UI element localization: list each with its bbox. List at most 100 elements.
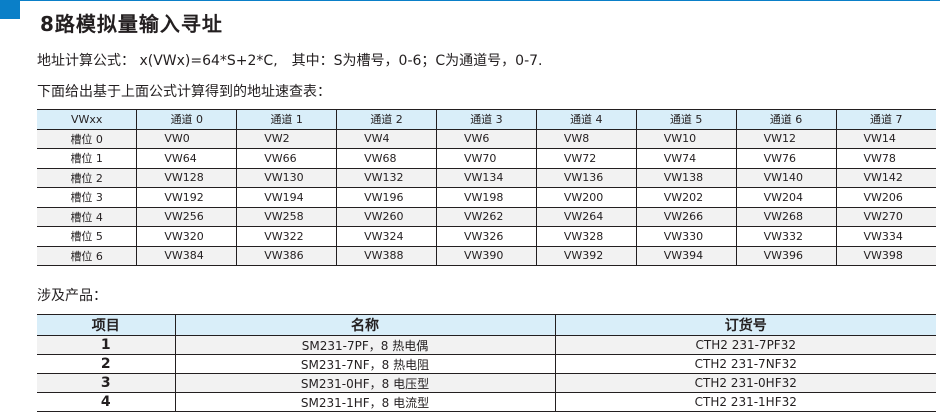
- address-cell: VW10: [635, 128, 737, 149]
- product-name: SM231-1HF，8 电流型: [174, 392, 555, 412]
- page-title: 8路模拟量输入寻址: [40, 12, 223, 36]
- formula-text: 地址计算公式： x(VWx)=64*S+2*C, 其中：S为槽号，0-6；C为通…: [37, 53, 543, 69]
- address-cell: VW256: [136, 206, 238, 227]
- item-number: 4: [37, 392, 175, 412]
- address-cell: VW78: [835, 148, 936, 169]
- product-table: 项目 名称 订货号 1 SM231-7PF，8 热电偶 CTH2 231-7PF32 2 S…: [37, 314, 936, 412]
- order-number: CTH2 231-7PF32: [554, 335, 936, 355]
- address-cell: VW72: [535, 148, 637, 169]
- address-cell: VW204: [735, 187, 837, 208]
- address-cell: VW136: [535, 167, 637, 188]
- address-cell: VW14: [835, 128, 936, 149]
- column-header: 通道 0: [136, 109, 238, 130]
- item-number: 2: [37, 354, 175, 374]
- address-cell: VW270: [835, 206, 936, 227]
- table-row: 槽位 4 VW256 VW258 VW260 VW262 VW264 VW266 VW268 V…: [37, 206, 936, 227]
- slot-label: 槽位 0: [37, 128, 138, 149]
- address-table: VWxx 通道 0 通道 1 通道 2 通道 3 通道 4 通道 5 通道 6 通道 7 槽位 …: [37, 109, 936, 266]
- address-cell: VW132: [336, 167, 437, 188]
- column-header: 订货号: [554, 314, 936, 336]
- item-number: 1: [37, 335, 175, 355]
- address-cell: VW264: [535, 206, 637, 227]
- address-cell: VW206: [835, 187, 936, 208]
- item-number: 3: [37, 373, 175, 393]
- address-cell: VW200: [535, 187, 637, 208]
- product-name: SM231-7NF，8 热电阻: [174, 354, 555, 374]
- address-cell: VW74: [635, 148, 737, 169]
- address-cell: VW6: [436, 128, 537, 149]
- order-number: CTH2 231-0HF32: [554, 373, 936, 393]
- product-name: SM231-0HF，8 电压型: [174, 373, 555, 393]
- address-cell: VW196: [336, 187, 437, 208]
- intro-text: 下面给出基于上面公式计算得到的地址速查表：: [37, 84, 331, 100]
- column-header: 项目: [37, 314, 175, 336]
- address-cell: VW324: [336, 226, 437, 247]
- address-cell: VW330: [635, 226, 737, 247]
- column-header: 通道 6: [735, 109, 837, 130]
- address-cell: VW12: [735, 128, 837, 149]
- column-header: 通道 4: [535, 109, 637, 130]
- address-cell: VW384: [136, 245, 238, 266]
- address-cell: VW332: [735, 226, 837, 247]
- address-cell: VW386: [236, 245, 338, 266]
- address-cell: VW268: [735, 206, 837, 227]
- address-cell: VW198: [436, 187, 537, 208]
- products-label: 涉及产品：: [37, 288, 107, 304]
- order-number: CTH2 231-1HF32: [554, 392, 936, 412]
- table-row: 槽位 1 VW64 VW66 VW68 VW70 VW72 VW74 VW76 VW78: [37, 148, 936, 169]
- address-cell: VW326: [436, 226, 537, 247]
- slot-label: 槽位 6: [37, 245, 138, 266]
- address-cell: VW4: [336, 128, 437, 149]
- address-cell: VW134: [436, 167, 537, 188]
- slot-label: 槽位 3: [37, 187, 138, 208]
- table-row: 槽位 5 VW320 VW322 VW324 VW326 VW328 VW330 VW332 V…: [37, 226, 936, 247]
- address-cell: VW64: [136, 148, 238, 169]
- column-header: 通道 7: [835, 109, 936, 130]
- address-cell: VW70: [436, 148, 537, 169]
- table-row: 槽位 3 VW192 VW194 VW196 VW198 VW200 VW202 VW204 V…: [37, 187, 936, 208]
- section-marker: [0, 0, 20, 19]
- address-cell: VW258: [236, 206, 338, 227]
- address-cell: VW390: [436, 245, 537, 266]
- order-number: CTH2 231-7NF32: [554, 354, 936, 374]
- table-row: 1 SM231-7PF，8 热电偶 CTH2 231-7PF32: [37, 335, 936, 355]
- top-accent-line: [0, 0, 940, 1]
- address-cell: VW396: [735, 245, 837, 266]
- address-cell: VW262: [436, 206, 537, 227]
- address-cell: VW322: [236, 226, 338, 247]
- slot-label: 槽位 4: [37, 206, 138, 227]
- address-cell: VW202: [635, 187, 737, 208]
- column-header: 通道 2: [336, 109, 437, 130]
- table-row: 槽位 2 VW128 VW130 VW132 VW134 VW136 VW138 VW140 V…: [37, 167, 936, 188]
- address-cell: VW142: [835, 167, 936, 188]
- address-cell: VW76: [735, 148, 837, 169]
- address-cell: VW392: [535, 245, 637, 266]
- table-row: 槽位 6 VW384 VW386 VW388 VW390 VW392 VW394 VW396 V…: [37, 245, 936, 266]
- address-cell: VW130: [236, 167, 338, 188]
- address-cell: VW334: [835, 226, 936, 247]
- slot-label: 槽位 1: [37, 148, 138, 169]
- column-header: VWxx: [37, 109, 138, 130]
- address-cell: VW0: [136, 128, 238, 149]
- address-cell: VW398: [835, 245, 936, 266]
- address-cell: VW394: [635, 245, 737, 266]
- address-cell: VW194: [236, 187, 338, 208]
- address-cell: VW66: [236, 148, 338, 169]
- column-header: 通道 3: [436, 109, 537, 130]
- address-cell: VW68: [336, 148, 437, 169]
- column-header: 名称: [174, 314, 555, 336]
- address-cell: VW320: [136, 226, 238, 247]
- table-row: 2 SM231-7NF，8 热电阻 CTH2 231-7NF32: [37, 354, 936, 374]
- column-header: 通道 5: [635, 109, 737, 130]
- address-cell: VW266: [635, 206, 737, 227]
- address-cell: VW2: [236, 128, 338, 149]
- address-cell: VW328: [535, 226, 637, 247]
- address-cell: VW128: [136, 167, 238, 188]
- slot-label: 槽位 5: [37, 226, 138, 247]
- address-cell: VW138: [635, 167, 737, 188]
- address-cell: VW192: [136, 187, 238, 208]
- table-row: 3 SM231-0HF，8 电压型 CTH2 231-0HF32: [37, 373, 936, 393]
- table-row: 槽位 0 VW0 VW2 VW4 VW6 VW8 VW10 VW12 VW14: [37, 128, 936, 149]
- address-cell: VW260: [336, 206, 437, 227]
- product-name: SM231-7PF，8 热电偶: [174, 335, 555, 355]
